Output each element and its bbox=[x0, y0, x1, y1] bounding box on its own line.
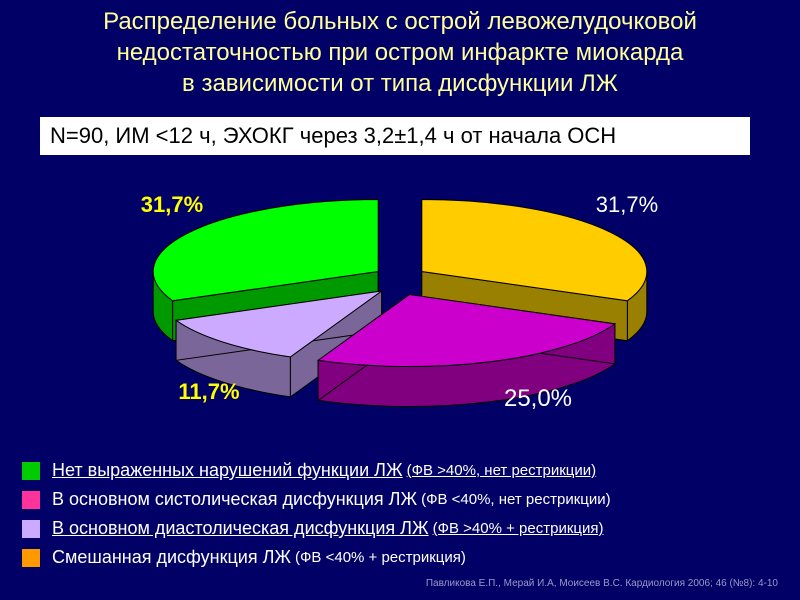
data-label-1: 25,0% bbox=[504, 385, 572, 412]
citation: Павликова Е.П., Мерай И.А, Моисеев В.С. … bbox=[425, 578, 778, 589]
legend-swatch-0 bbox=[22, 461, 40, 480]
legend-item-1: В основном систолическая дисфункция ЛЖ (… bbox=[22, 485, 611, 514]
data-label-0: 31,7% bbox=[596, 192, 658, 217]
legend-label-2: В основном диастолическая дисфункция ЛЖ bbox=[52, 518, 429, 538]
study-info-box: N=90, ИМ <12 ч, ЭХОКГ через 3,2±1,4 ч от… bbox=[40, 117, 750, 155]
pie-slice-top-3 bbox=[152, 199, 379, 302]
legend-note-2: (ФВ >40% + рестрикция) bbox=[432, 520, 604, 537]
pie-slice-top-1 bbox=[316, 294, 617, 368]
title-line-3: в зависимости от типа дисфункции ЛЖ bbox=[182, 70, 618, 97]
pie-slice-top-0 bbox=[421, 199, 648, 302]
pie-slice-2 bbox=[174, 290, 383, 398]
legend-swatch-1 bbox=[22, 490, 40, 509]
pie-chart: 31,7% 25,0% 11,7% 31,7% bbox=[141, 192, 658, 412]
legend-label-1: В основном систолическая дисфункция ЛЖ bbox=[52, 489, 418, 509]
legend-label-0: Нет выраженных нарушений функции ЛЖ bbox=[52, 460, 403, 480]
data-label-2: 11,7% bbox=[178, 379, 239, 404]
legend-swatch-2 bbox=[22, 519, 40, 538]
title-line-2: недостаточностью при остром инфаркте мио… bbox=[116, 39, 684, 66]
legend-item-0: Нет выраженных нарушений функции ЛЖ (ФВ … bbox=[22, 456, 611, 485]
legend-item-3: Смешанная дисфункция ЛЖ (ФВ <40% + рестр… bbox=[22, 543, 611, 572]
pie-slice-1 bbox=[316, 293, 617, 408]
data-label-3: 31,7% bbox=[141, 192, 203, 217]
legend-label-3: Смешанная дисфункция ЛЖ bbox=[52, 547, 292, 567]
pie-slice-top-2 bbox=[174, 290, 382, 358]
legend-item-2: В основном диастолическая дисфункция ЛЖ … bbox=[22, 514, 611, 543]
legend-note-1: (ФВ <40%, нет рестрикции) bbox=[421, 491, 611, 508]
slide-title: Распределение больных с острой левожелуд… bbox=[0, 6, 800, 99]
legend: Нет выраженных нарушений функции ЛЖ (ФВ … bbox=[22, 456, 611, 572]
legend-note-0: (ФВ >40%, нет рестрикции) bbox=[406, 462, 597, 479]
legend-note-3: (ФВ <40% + рестрикция) bbox=[295, 549, 466, 566]
legend-swatch-3 bbox=[22, 548, 40, 567]
title-line-1: Распределение больных с острой левожелуд… bbox=[103, 8, 697, 35]
